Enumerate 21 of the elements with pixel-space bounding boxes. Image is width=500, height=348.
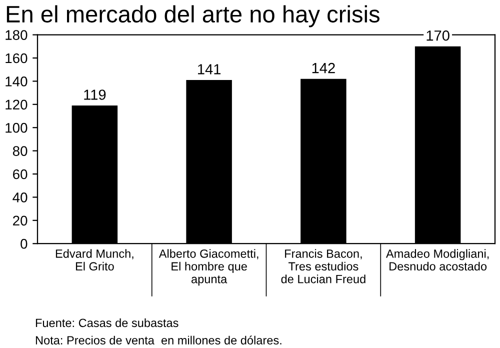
y-tick-label: 180 xyxy=(6,30,28,40)
data-label: 141 xyxy=(198,64,221,74)
y-tick-label: 20 xyxy=(13,216,28,226)
chart-title: En el mercado del arte no hay crisis xyxy=(6,5,380,28)
text: Nota: Precios de venta en millones de dólares. xyxy=(36,336,282,344)
x-tick-label: Francis Bacon, Tres estudios de Lucian Freud xyxy=(281,249,366,284)
x-tick-label: Alberto Giacometti, El hombre que apunta xyxy=(158,249,258,286)
x-tick-label: Amadeo Modigliani, Desnudo acostado xyxy=(386,249,489,271)
x-tick-label: Edvard Munch, El Grito xyxy=(56,249,134,271)
y-tick-label: 40 xyxy=(12,192,28,202)
y-tick-label: 160 xyxy=(6,53,28,64)
source-note: Fuente: Casas de subastas xyxy=(36,318,178,328)
data-label: 142 xyxy=(312,62,335,74)
data-label: 170 xyxy=(426,30,450,41)
y-tick-label: 0 xyxy=(20,238,28,249)
y-tick-label: 100 xyxy=(6,122,28,133)
y-tick-label: 140 xyxy=(6,76,28,86)
y-tick-label: 80 xyxy=(12,146,28,156)
y-tick-label: 60 xyxy=(13,169,28,180)
y-tick-label: 120 xyxy=(6,100,28,110)
data-label: 119 xyxy=(84,90,106,100)
